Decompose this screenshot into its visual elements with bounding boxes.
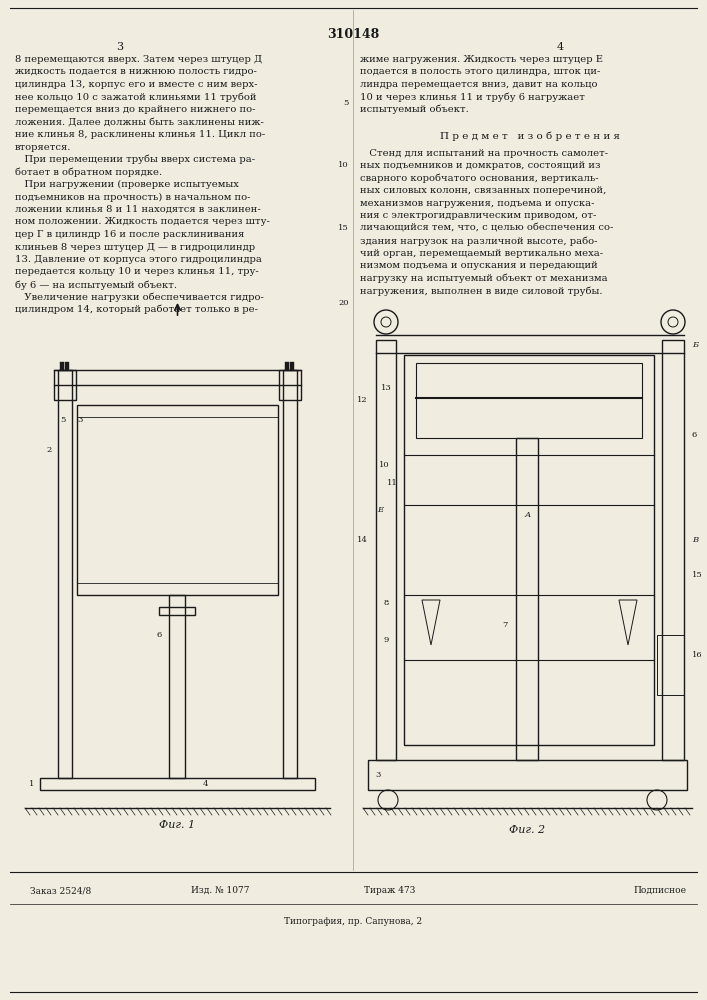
- Text: линдра перемещается вниз, давит на кольцо: линдра перемещается вниз, давит на кольц…: [360, 80, 597, 89]
- Text: Подписное: Подписное: [633, 886, 686, 895]
- Text: 20: 20: [339, 299, 349, 307]
- Text: 12: 12: [357, 396, 368, 404]
- Text: 1: 1: [29, 780, 35, 788]
- Text: 4: 4: [203, 780, 209, 788]
- Text: 3: 3: [77, 416, 83, 424]
- Text: ния с электрогидравлическим приводом, от-: ния с электрогидравлическим приводом, от…: [360, 211, 597, 220]
- Bar: [279, 370, 301, 400]
- Bar: [290, 362, 294, 370]
- Text: 3: 3: [117, 42, 124, 52]
- Text: ботает в обратном порядке.: ботает в обратном порядке.: [15, 167, 162, 177]
- Bar: [285, 362, 289, 370]
- Text: ние клинья 8, расклинены клинья 11. Цикл по-: ние клинья 8, расклинены клинья 11. Цикл…: [15, 130, 265, 139]
- Text: 14: 14: [356, 536, 368, 544]
- Text: 15: 15: [338, 224, 349, 232]
- Text: чий орган, перемещаемый вертикально меха-: чий орган, перемещаемый вертикально меха…: [360, 248, 603, 257]
- Text: E: E: [377, 506, 383, 514]
- Text: нее кольцо 10 с зажатой клиньями 11 трубой: нее кольцо 10 с зажатой клиньями 11 труб…: [15, 93, 257, 102]
- Text: 15: 15: [692, 571, 703, 579]
- Text: механизмов нагружения, подъема и опуска-: механизмов нагружения, подъема и опуска-: [360, 198, 595, 208]
- Text: 6: 6: [157, 631, 162, 639]
- Bar: [60, 362, 64, 370]
- Text: 11: 11: [387, 479, 397, 487]
- Text: бу 6 — на испытуемый объект.: бу 6 — на испытуемый объект.: [15, 280, 177, 290]
- Text: В: В: [692, 536, 698, 544]
- Text: Б: Б: [692, 341, 698, 349]
- Text: подъемников на прочность) в начальном по-: подъемников на прочность) в начальном по…: [15, 192, 250, 202]
- Text: испытуемый объект.: испытуемый объект.: [360, 105, 469, 114]
- Text: передается кольцу 10 и через клинья 11, тру-: передается кольцу 10 и через клинья 11, …: [15, 267, 259, 276]
- Text: цилиндра 13, корпус его и вместе с ним верх-: цилиндра 13, корпус его и вместе с ним в…: [15, 80, 257, 89]
- Bar: [416, 363, 642, 438]
- Text: Увеличение нагрузки обеспечивается гидро-: Увеличение нагрузки обеспечивается гидро…: [15, 292, 264, 302]
- Text: 13: 13: [380, 384, 392, 392]
- Text: Фиг. 2: Фиг. 2: [510, 825, 546, 835]
- Text: 2: 2: [47, 446, 52, 454]
- Text: 5: 5: [344, 99, 349, 107]
- Bar: [54, 370, 76, 400]
- Text: А: А: [525, 511, 531, 519]
- Bar: [170, 595, 185, 778]
- Text: 3: 3: [375, 771, 380, 779]
- Bar: [662, 340, 684, 760]
- Text: 13. Давление от корпуса этого гидроцилиндра: 13. Давление от корпуса этого гидроцилин…: [15, 255, 262, 264]
- Text: Тираж 473: Тираж 473: [364, 886, 416, 895]
- Text: клиньев 8 через штуцер Д — в гидроцилиндр: клиньев 8 через штуцер Д — в гидроцилинд…: [15, 242, 255, 251]
- Text: цилиндром 14, который работает только в ре-: цилиндром 14, который работает только в …: [15, 305, 258, 314]
- Text: 10: 10: [379, 461, 390, 469]
- Text: ложения. Далее должны быть заклинены ниж-: ложения. Далее должны быть заклинены ниж…: [15, 117, 264, 126]
- Bar: [65, 362, 69, 370]
- Text: жиме нагружения. Жидкость через штуцер Е: жиме нагружения. Жидкость через штуцер Е: [360, 55, 603, 64]
- Text: 5: 5: [60, 416, 66, 424]
- Bar: [77, 405, 278, 595]
- Text: сварного коробчатого основания, вертикаль-: сварного коробчатого основания, вертикал…: [360, 174, 599, 183]
- Text: цер Г в цилиндр 16 и после расклинивания: цер Г в цилиндр 16 и после расклинивания: [15, 230, 245, 239]
- Text: Стенд для испытаний на прочность самолет-: Стенд для испытаний на прочность самолет…: [360, 148, 608, 157]
- Text: ных силовых колонн, связанных поперечиной,: ных силовых колонн, связанных поперечино…: [360, 186, 607, 195]
- Bar: [40, 778, 315, 790]
- Text: Типография, пр. Сапунова, 2: Типография, пр. Сапунова, 2: [284, 917, 423, 926]
- Text: П р е д м е т   и з о б р е т е н и я: П р е д м е т и з о б р е т е н и я: [440, 131, 620, 141]
- Text: 310148: 310148: [327, 28, 380, 41]
- Text: 4: 4: [556, 42, 563, 52]
- Text: Изд. № 1077: Изд. № 1077: [191, 886, 250, 895]
- Text: вторяется.: вторяется.: [15, 142, 71, 151]
- Text: жидкость подается в нижнюю полость гидро-: жидкость подается в нижнюю полость гидро…: [15, 68, 257, 77]
- Text: здания нагрузок на различной высоте, рабо-: здания нагрузок на различной высоте, раб…: [360, 236, 597, 245]
- Text: 7: 7: [502, 621, 507, 629]
- Bar: [368, 760, 687, 790]
- Text: При перемещении трубы вверх система ра-: При перемещении трубы вверх система ра-: [15, 155, 255, 164]
- Text: 9: 9: [383, 636, 389, 644]
- Text: 10: 10: [339, 161, 349, 169]
- Text: нагружения, выполнен в виде силовой трубы.: нагружения, выполнен в виде силовой труб…: [360, 286, 602, 296]
- Bar: [404, 355, 654, 745]
- Text: 10 и через клинья 11 и трубу 6 нагружает: 10 и через клинья 11 и трубу 6 нагружает: [360, 93, 585, 102]
- Text: 16: 16: [692, 651, 703, 659]
- Bar: [283, 370, 297, 778]
- Text: подается в полость этого цилиндра, шток ци-: подается в полость этого цилиндра, шток …: [360, 68, 600, 77]
- Text: низмом подъема и опускания и передающий: низмом подъема и опускания и передающий: [360, 261, 597, 270]
- Text: перемещается вниз до крайнего нижнего по-: перемещается вниз до крайнего нижнего по…: [15, 105, 255, 114]
- Bar: [517, 438, 539, 760]
- Text: Фиг. 1: Фиг. 1: [160, 820, 196, 830]
- Text: 8 перемещаются вверх. Затем через штуцер Д: 8 перемещаются вверх. Затем через штуцер…: [15, 55, 262, 64]
- Text: Заказ 2524/8: Заказ 2524/8: [30, 886, 91, 895]
- Bar: [58, 370, 72, 778]
- Text: ных подъемников и домкратов, состоящий из: ных подъемников и домкратов, состоящий и…: [360, 161, 600, 170]
- Text: При нагружении (проверке испытуемых: При нагружении (проверке испытуемых: [15, 180, 239, 189]
- Bar: [657, 635, 684, 695]
- Text: 6: 6: [692, 431, 697, 439]
- Bar: [160, 607, 196, 615]
- Bar: [376, 340, 396, 760]
- Text: нагрузку на испытуемый объект от механизма: нагрузку на испытуемый объект от механиз…: [360, 273, 607, 283]
- Text: ложении клинья 8 и 11 находятся в заклинен-: ложении клинья 8 и 11 находятся в заклин…: [15, 205, 261, 214]
- Text: 8: 8: [383, 599, 389, 607]
- Text: ном положении. Жидкость подается через шту-: ном положении. Жидкость подается через ш…: [15, 218, 270, 227]
- Text: личающийся тем, что, с целью обеспечения со-: личающийся тем, что, с целью обеспечения…: [360, 224, 614, 232]
